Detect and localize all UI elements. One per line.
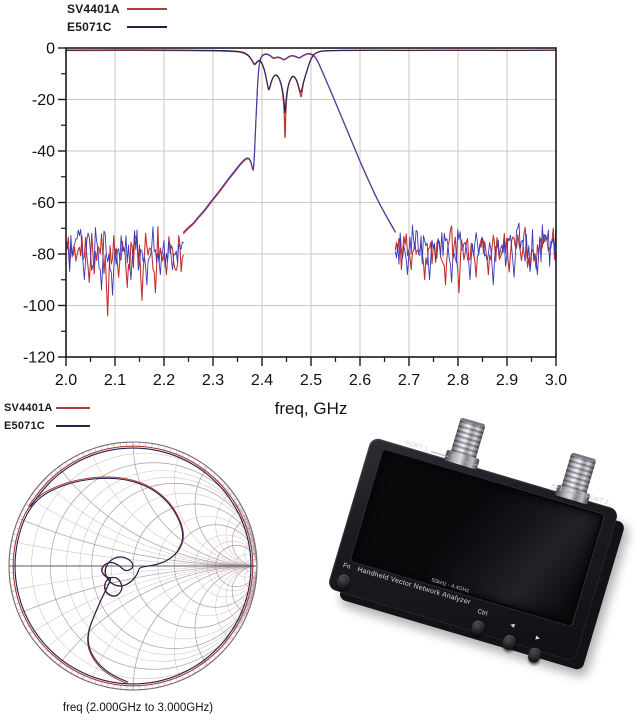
svg-text:2.8: 2.8: [447, 372, 469, 389]
svg-text:2.3: 2.3: [202, 372, 224, 389]
smith-caption: freq (2.000GHz to 3.000GHz): [62, 702, 214, 714]
svg-text:2.0: 2.0: [55, 372, 77, 389]
svg-text:2.6: 2.6: [349, 372, 371, 389]
left-arrow-button: [501, 633, 517, 652]
svg-text:-80: -80: [32, 247, 55, 264]
legend-label-e5071c: E5071C: [67, 20, 112, 34]
legend-row-sv4401a: SV4401A: [67, 2, 167, 16]
sparam-legend: SV4401A E5071C: [67, 2, 167, 34]
port1-label: PORT 1: [404, 440, 429, 454]
legend-row-e5071c: E5071C: [4, 419, 90, 433]
legend-line-red: [127, 8, 167, 10]
ctrl-button-label: Ctrl: [476, 607, 489, 618]
svg-text:2.5: 2.5: [300, 372, 322, 389]
x-axis-title: freq, GHz: [274, 399, 348, 418]
divider-line: [464, 460, 479, 466]
svg-text:-40: -40: [32, 144, 55, 161]
s11-arrow-line: [430, 450, 449, 457]
svg-text:3.0: 3.0: [545, 372, 567, 389]
smith-chart: [8, 441, 258, 691]
legend-label-sv4401a: SV4401A: [4, 402, 53, 414]
device-body: PORT 1 S11 S21 PORT 2 50kHz - 4.4GHz Han…: [326, 417, 620, 665]
svg-text:0: 0: [46, 41, 55, 58]
legend-row-e5071c: E5071C: [67, 20, 167, 34]
ctrl-button: [469, 619, 486, 637]
svg-text:2.9: 2.9: [496, 372, 518, 389]
fn-button-label: Fn: [342, 561, 352, 571]
legend-line-navy: [56, 425, 90, 427]
smith-legend: SV4401A E5071C: [4, 401, 90, 433]
svg-text:-60: -60: [32, 195, 55, 212]
svg-text:2.2: 2.2: [153, 372, 175, 389]
right-arrow-button: [526, 646, 543, 665]
legend-line-navy: [127, 26, 167, 28]
svg-text:-100: -100: [23, 298, 55, 315]
legend-label-e5071c: E5071C: [4, 420, 45, 432]
s-parameter-chart: 2.0 2.1 2.2 2.3 2.4 2.5 2.6 2.7 2.8 2.9 3.0 0 -20 -40…: [23, 41, 567, 390]
right-arrow-label: ►: [533, 634, 543, 643]
svg-text:-120: -120: [23, 350, 55, 367]
s21-label: S21: [550, 483, 564, 493]
svg-text:2.1: 2.1: [104, 372, 126, 389]
legend-line-red: [56, 407, 90, 409]
port2-label: PORT 2: [584, 493, 610, 507]
s11-label: S11: [450, 454, 463, 464]
svg-text:-20: -20: [32, 92, 55, 109]
legend-row-sv4401a: SV4401A: [4, 401, 90, 415]
fn-button: [335, 573, 352, 591]
left-arrow-label: ◄: [507, 621, 517, 631]
svg-text:2.4: 2.4: [251, 372, 273, 389]
svg-text:2.7: 2.7: [398, 372, 420, 389]
legend-label-sv4401a: SV4401A: [67, 2, 120, 16]
s21-arrow-line: [565, 490, 583, 497]
vna-device-photo: PORT 1 S11 S21 PORT 2 50kHz - 4.4GHz Han…: [315, 417, 640, 723]
